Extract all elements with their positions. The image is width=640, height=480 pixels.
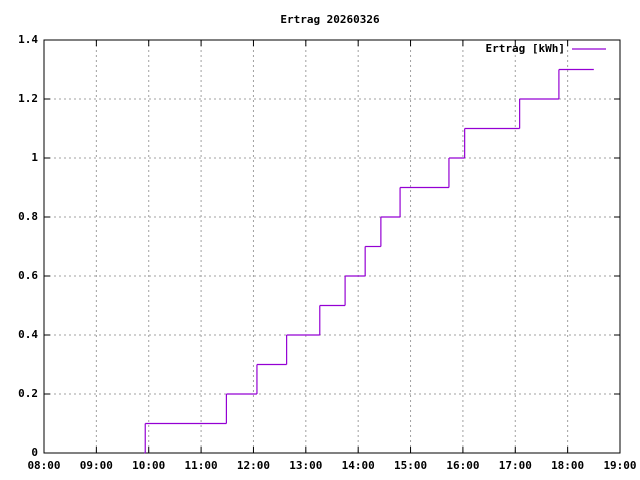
chart-title: Ertrag 20260326 (280, 13, 380, 26)
y-tick-label: 0.6 (18, 269, 38, 282)
y-tick-label: 0.8 (18, 210, 38, 223)
x-tick-label: 11:00 (185, 459, 218, 472)
y-tick-label: 1.4 (18, 33, 38, 46)
y-tick-label: 0 (31, 446, 38, 459)
legend-label: Ertrag [kWh] (486, 42, 565, 55)
y-tick-label: 1 (31, 151, 38, 164)
x-tick-label: 15:00 (394, 459, 427, 472)
plot-frame (43, 39, 621, 454)
x-tick-label: 18:00 (551, 459, 584, 472)
x-tick-label: 08:00 (27, 459, 60, 472)
x-tick-label: 09:00 (80, 459, 113, 472)
x-tick-label: 12:00 (237, 459, 270, 472)
x-tick-label: 13:00 (289, 459, 322, 472)
x-tick-label: 14:00 (342, 459, 375, 472)
y-tick-label: 1.2 (18, 92, 38, 105)
x-tick-label: 16:00 (446, 459, 479, 472)
y-tick-label: 0.2 (18, 387, 38, 400)
x-tick-label: 10:00 (132, 459, 165, 472)
x-tick-label: 17:00 (499, 459, 532, 472)
x-tick-label: 19:00 (603, 459, 636, 472)
y-tick-label: 0.4 (18, 328, 38, 341)
